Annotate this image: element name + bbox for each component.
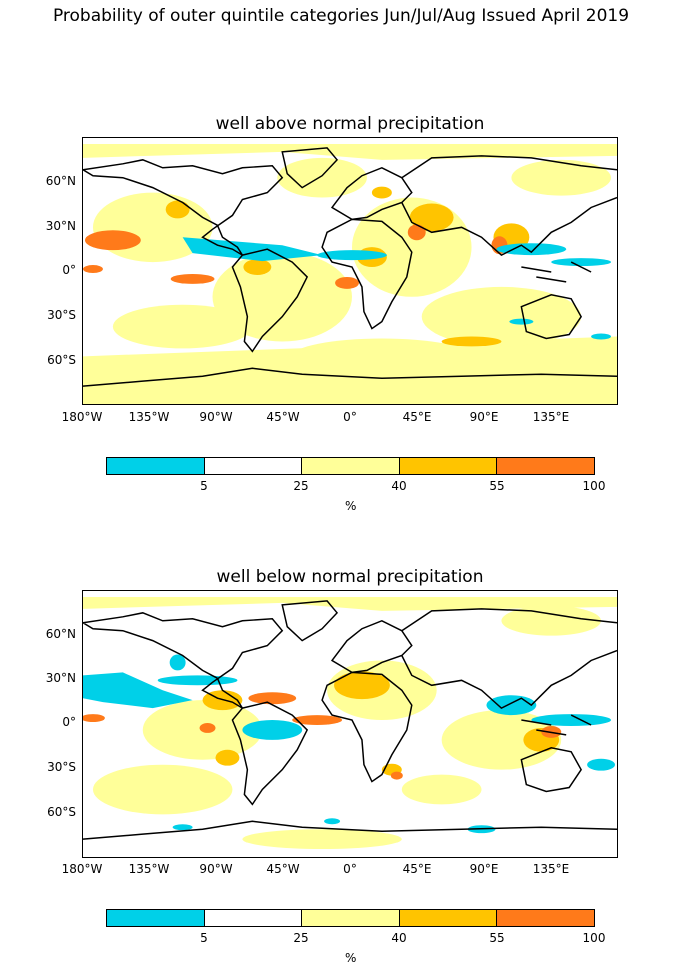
colorbar-unit: % bbox=[345, 951, 357, 965]
colorbar-bin bbox=[496, 458, 594, 474]
colorbar-tick: 55 bbox=[489, 931, 505, 945]
lat-label: 0° bbox=[62, 263, 76, 277]
colorbar-tick: 40 bbox=[391, 479, 407, 493]
colorbar-above bbox=[106, 457, 595, 475]
colorbar-tick: 25 bbox=[293, 479, 309, 493]
lon-label: 135°W bbox=[128, 410, 170, 424]
map-panel-above bbox=[82, 137, 618, 405]
colorbar-tick: 25 bbox=[293, 931, 309, 945]
colorbar-tick: 55 bbox=[489, 479, 505, 493]
lon-label: 0° bbox=[343, 410, 357, 424]
lon-label: 45°E bbox=[402, 410, 432, 424]
colorbar-bin bbox=[107, 910, 204, 926]
map-below-svg bbox=[83, 596, 617, 850]
lon-label: 90°W bbox=[199, 410, 233, 424]
map-title-below: well below normal precipitation bbox=[216, 567, 484, 587]
lon-label: 0° bbox=[343, 862, 357, 876]
lon-label: 135°W bbox=[128, 862, 170, 876]
coastlines bbox=[83, 147, 617, 387]
coastlines bbox=[83, 600, 617, 840]
lat-label: 30°S bbox=[47, 760, 76, 774]
map-title-above: well above normal precipitation bbox=[215, 114, 485, 134]
lon-label: 180°W bbox=[61, 410, 103, 424]
colorbar-tick: 5 bbox=[200, 479, 208, 493]
lat-label: 30°N bbox=[45, 671, 76, 685]
lat-label: 0° bbox=[62, 715, 76, 729]
lat-label: 60°N bbox=[45, 174, 76, 188]
lat-label: 60°S bbox=[47, 805, 76, 819]
colorbar-tick: 100 bbox=[582, 931, 606, 945]
lon-label: 45°E bbox=[402, 862, 432, 876]
colorbar-bin bbox=[398, 458, 497, 474]
probability-shading bbox=[83, 596, 617, 850]
colorbar-unit: % bbox=[345, 499, 357, 513]
lon-label: 180°W bbox=[61, 862, 103, 876]
colorbar-bin bbox=[301, 458, 399, 474]
colorbar-bin bbox=[301, 910, 399, 926]
lon-label: 135°E bbox=[532, 862, 570, 876]
figure-title: Probability of outer quintile categories… bbox=[52, 6, 630, 26]
map-panel-below bbox=[82, 590, 618, 858]
lon-label: 45°W bbox=[266, 410, 300, 424]
probability-shading bbox=[83, 143, 617, 404]
colorbar-tick: 100 bbox=[582, 479, 606, 493]
colorbar-bin bbox=[107, 458, 204, 474]
lat-label: 30°S bbox=[47, 308, 76, 322]
colorbar-bin bbox=[398, 910, 497, 926]
lon-label: 45°W bbox=[266, 862, 300, 876]
lat-label: 60°S bbox=[47, 353, 76, 367]
lat-label: 60°N bbox=[45, 627, 76, 641]
lon-label: 90°E bbox=[469, 410, 499, 424]
map-above-svg bbox=[83, 143, 617, 404]
colorbar-bin bbox=[496, 910, 594, 926]
lon-label: 90°E bbox=[469, 862, 499, 876]
colorbar-bin bbox=[203, 458, 302, 474]
colorbar-tick: 40 bbox=[391, 931, 407, 945]
colorbar-below bbox=[106, 909, 595, 927]
colorbar-tick: 5 bbox=[200, 931, 208, 945]
lon-label: 135°E bbox=[532, 410, 570, 424]
colorbar-bin bbox=[203, 910, 302, 926]
lon-label: 90°W bbox=[199, 862, 233, 876]
lat-label: 30°N bbox=[45, 219, 76, 233]
